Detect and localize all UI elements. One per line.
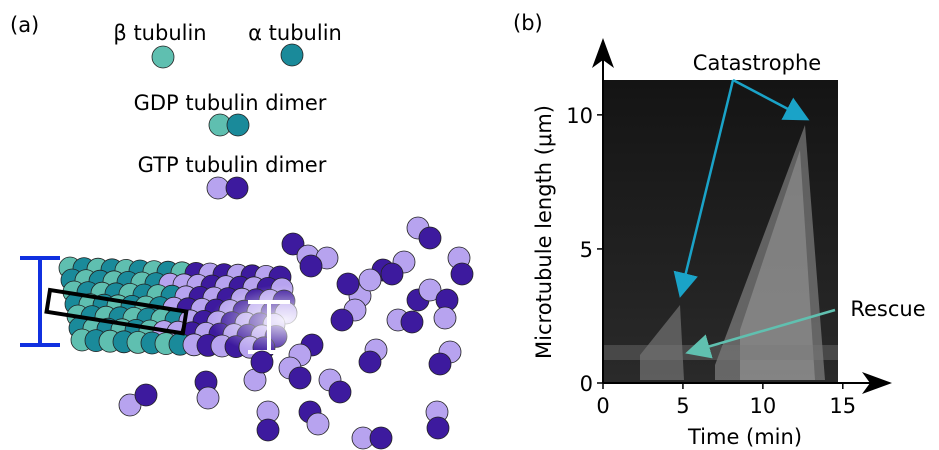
panel-label: (a)	[10, 13, 39, 37]
tubulin	[251, 351, 273, 373]
tubulin	[227, 114, 249, 136]
x-tick-label: 0	[596, 394, 609, 418]
tubulin	[429, 353, 451, 375]
x-tick-label: 5	[676, 394, 689, 418]
tubulin	[359, 351, 381, 373]
y-tick-label: 0	[580, 372, 593, 396]
x-axis-label: Time (min)	[687, 425, 802, 449]
legend-text: β tubulin	[113, 21, 206, 45]
tubulin	[331, 309, 353, 331]
x-tick-label: 15	[829, 394, 856, 418]
bracket	[20, 258, 60, 345]
tubulin	[401, 311, 423, 333]
tubulin	[451, 263, 473, 285]
y-tick-label: 5	[580, 238, 593, 262]
microtubule	[20, 217, 473, 449]
tubulin	[427, 417, 449, 439]
figure: (a) β tubulin α tubulin GDP tubulin dime…	[0, 0, 939, 450]
legend-text: GTP tubulin dimer	[138, 153, 327, 177]
annotation: Rescue	[850, 297, 925, 321]
y-tick-label: 10	[566, 104, 593, 128]
tubulin	[381, 263, 403, 285]
panel-label: (b)	[513, 11, 543, 35]
tubulin	[197, 387, 219, 409]
tubulin	[370, 427, 392, 449]
tubulin	[152, 46, 174, 68]
tubulin	[434, 307, 456, 329]
tubulin	[419, 227, 441, 249]
tubulin	[257, 419, 279, 441]
kymograph	[603, 80, 838, 383]
tubulin	[329, 381, 351, 403]
legend-text: α tubulin	[248, 21, 342, 45]
tubulin	[300, 255, 322, 277]
x-tick-label: 10	[749, 394, 776, 418]
tubulin	[307, 413, 329, 435]
tubulin	[135, 384, 157, 406]
tubulin	[226, 177, 248, 199]
tubulin	[359, 269, 381, 291]
annotation: Catastrophe	[693, 51, 821, 75]
tubulin	[281, 44, 303, 66]
tubulin	[289, 367, 311, 389]
legend-text: GDP tubulin dimer	[134, 91, 327, 115]
tubulin	[337, 273, 359, 295]
y-axis-label: Microtubule length (μm)	[532, 105, 556, 359]
